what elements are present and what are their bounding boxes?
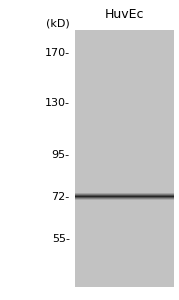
Text: 95-: 95- (52, 149, 70, 160)
Text: (kD): (kD) (46, 19, 70, 28)
Text: 55-: 55- (52, 233, 70, 244)
Text: HuvEc: HuvEc (105, 8, 144, 21)
Bar (75, 30, 174, 286)
Text: 170-: 170- (45, 47, 70, 58)
Text: 130-: 130- (45, 98, 70, 109)
Text: 72-: 72- (52, 191, 70, 202)
